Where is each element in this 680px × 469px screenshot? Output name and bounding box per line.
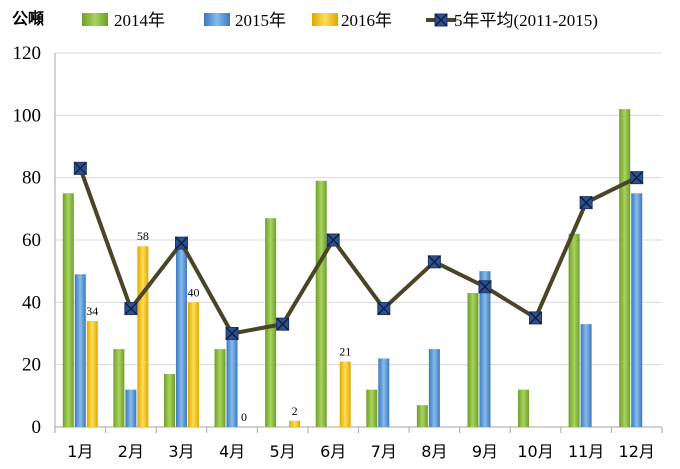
bar-2015年-2月 <box>125 389 137 427</box>
legend-label-average: 5年平均(2011-2015) <box>454 11 598 30</box>
data-label-5月: 2 <box>292 404 298 418</box>
data-labels: 34 58 40 0 2 21 <box>86 229 351 424</box>
average-point-9月 <box>478 280 492 294</box>
x-tick-label: 9月 <box>472 442 498 461</box>
bar-2016年-1月 <box>86 321 98 427</box>
y-tick-label: 80 <box>22 168 41 189</box>
data-label-2月: 58 <box>137 229 149 243</box>
average-point-11月 <box>579 196 593 210</box>
x-tick-label: 10月 <box>517 442 553 461</box>
bar-2015年-8月 <box>428 349 440 427</box>
average-point-3月 <box>174 236 188 250</box>
x-tick-label: 8月 <box>421 442 447 461</box>
average-polyline <box>78 167 638 336</box>
bar-2014年-4月 <box>214 349 226 427</box>
bar-2015年-12月 <box>631 193 643 427</box>
gridlines <box>55 52 662 366</box>
legend-label-2015: 2015年 <box>235 11 286 30</box>
average-line <box>73 161 644 340</box>
bar-2015年-1月 <box>74 274 86 427</box>
x-tick-label: 1月 <box>67 442 93 461</box>
y-tick-label: 60 <box>22 230 41 251</box>
bar-2016年-3月 <box>187 302 199 427</box>
data-label-6月: 21 <box>339 345 351 359</box>
bar-2014年-3月 <box>163 374 175 427</box>
legend-marker-average <box>434 13 448 27</box>
legend-label-2014: 2014年 <box>114 11 165 30</box>
y-tick-label: 20 <box>22 355 41 376</box>
legend-swatch-2015 <box>204 13 230 26</box>
legend: 公噸 2014年 2015年 2016年 5年平均(2011-2015) <box>12 9 598 30</box>
average-point-10月 <box>529 311 543 325</box>
average-point-2月 <box>124 302 138 316</box>
average-point-8月 <box>427 255 441 269</box>
y-tick-label: 0 <box>32 417 42 438</box>
y-tick-label: 100 <box>13 105 42 126</box>
bars <box>62 109 643 427</box>
bar-2014年-11月 <box>568 233 580 427</box>
bar-2014年-12月 <box>619 109 631 427</box>
legend-swatch-2016 <box>312 13 338 26</box>
average-point-7月 <box>377 302 391 316</box>
bar-2014年-2月 <box>113 349 125 427</box>
bar-2014年-5月 <box>265 218 277 427</box>
x-tick-label: 5月 <box>270 442 296 461</box>
x-tick-label: 3月 <box>168 442 194 461</box>
bar-2016年-5月 <box>289 420 301 427</box>
bar-2015年-3月 <box>175 243 187 427</box>
bar-2015年-11月 <box>580 324 592 427</box>
bar-2016年-2月 <box>137 246 149 427</box>
data-label-3月: 40 <box>187 285 199 299</box>
bar-2015年-4月 <box>226 333 238 427</box>
bar-2014年-10月 <box>518 389 530 427</box>
x-tick-label: 6月 <box>320 442 346 461</box>
x-tick-label: 4月 <box>219 442 245 461</box>
x-tick-label: 11月 <box>568 442 604 461</box>
average-point-12月 <box>630 171 644 185</box>
legend-label-2016: 2016年 <box>341 11 392 30</box>
unit-label: 公噸 <box>12 9 44 28</box>
bar-2015年-7月 <box>378 358 390 427</box>
bar-2014年-1月 <box>62 193 74 427</box>
x-tick-label: 12月 <box>619 442 655 461</box>
average-point-1月 <box>73 161 87 175</box>
data-label-1月: 34 <box>86 304 98 318</box>
bar-2014年-7月 <box>366 389 378 427</box>
average-point-5月 <box>276 317 290 331</box>
x-tick-label: 2月 <box>118 442 144 461</box>
bar-2016年-6月 <box>339 361 351 427</box>
bar-2014年-8月 <box>416 405 428 427</box>
average-point-6月 <box>326 233 340 247</box>
bar-2014年-9月 <box>467 292 479 427</box>
y-tick-label: 40 <box>22 292 41 313</box>
average-point-4月 <box>225 327 239 340</box>
bar-2015年-9月 <box>479 271 491 427</box>
bar-2014年-6月 <box>315 180 327 427</box>
y-tick-label: 120 <box>13 43 42 64</box>
data-label-4月: 0 <box>241 410 247 424</box>
x-tick-label: 7月 <box>371 442 397 461</box>
legend-swatch-2014 <box>82 13 108 26</box>
